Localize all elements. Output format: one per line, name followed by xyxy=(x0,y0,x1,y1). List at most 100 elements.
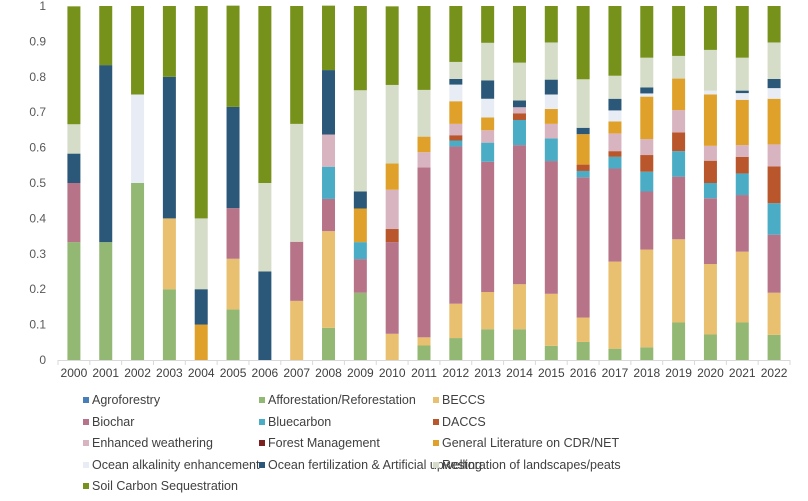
bar-segment xyxy=(353,242,367,260)
bar-segment xyxy=(322,198,336,232)
bar-segment xyxy=(672,55,686,79)
bar-segment xyxy=(162,218,176,290)
x-tick-label: 2006 xyxy=(252,366,279,380)
x-tick-label: 2004 xyxy=(188,366,215,380)
bar-segment xyxy=(512,100,526,108)
bar-segment xyxy=(194,6,208,219)
bar-segment xyxy=(512,113,526,120)
bar-segment xyxy=(481,292,495,330)
bar-segment xyxy=(385,6,399,85)
x-tick-label: 2019 xyxy=(665,366,692,380)
bar-segment xyxy=(481,98,495,118)
bar-segment xyxy=(258,6,272,183)
bar-segment xyxy=(481,117,495,131)
x-tick-label: 2000 xyxy=(61,366,88,380)
bar-segment xyxy=(194,289,208,325)
bar-segment xyxy=(576,6,590,80)
bar-segment xyxy=(67,6,81,125)
bar-segment xyxy=(544,138,558,162)
bar-segment xyxy=(226,309,240,360)
bar-segment xyxy=(544,123,558,139)
bar-segment xyxy=(735,145,749,157)
bar-segment xyxy=(544,94,558,110)
x-tick-label: 2007 xyxy=(283,366,310,380)
bar-segment xyxy=(767,203,781,235)
bar-segment xyxy=(703,334,717,360)
bar-segment xyxy=(608,151,622,157)
x-tick-label: 2016 xyxy=(570,366,597,380)
bar-segment xyxy=(703,6,717,50)
x-tick-label: 2005 xyxy=(220,366,247,380)
bar-segment xyxy=(735,6,749,58)
y-axis: 0 0.1 0.2 0.3 0.4 0.5 0.6 0.7 0.8 0.9 1 xyxy=(29,0,46,367)
bar-segment xyxy=(608,121,622,134)
bar-segment xyxy=(481,80,495,99)
y-tick-label: 1 xyxy=(39,0,46,13)
bar-segment xyxy=(544,6,558,43)
bar-segment xyxy=(608,110,622,122)
bar-segment xyxy=(640,191,654,250)
bar-segment xyxy=(449,146,463,304)
bar-segment xyxy=(99,6,113,66)
bar-segment xyxy=(417,167,431,338)
bar-segment xyxy=(290,123,304,242)
bar-segment xyxy=(672,239,686,323)
bar-segment xyxy=(544,109,558,124)
bar-segment xyxy=(767,144,781,167)
bar-segment xyxy=(449,61,463,79)
bar-segment xyxy=(512,6,526,63)
bar-segment xyxy=(512,329,526,360)
bar-segment xyxy=(449,303,463,339)
y-tick-label: 0.3 xyxy=(29,247,46,261)
bar-segment xyxy=(131,183,145,360)
bar-segment xyxy=(640,96,654,140)
bar-segment xyxy=(481,6,495,43)
bar-segment xyxy=(162,289,176,360)
bar-segment xyxy=(67,124,81,154)
bar-segment xyxy=(735,195,749,252)
bar-segment xyxy=(640,6,654,58)
bar-segment xyxy=(290,6,304,124)
bar-segment xyxy=(767,6,781,43)
bar-segment xyxy=(481,130,495,143)
bar-segment xyxy=(735,57,749,91)
bar-segment xyxy=(640,347,654,360)
bar-segment xyxy=(672,110,686,133)
bar-segment xyxy=(449,338,463,360)
bar-segment xyxy=(512,119,526,146)
bar-segment xyxy=(449,6,463,62)
bar-segment xyxy=(67,153,81,183)
bar-segment xyxy=(640,171,654,192)
x-tick-label: 2020 xyxy=(697,366,724,380)
bar-segment xyxy=(608,348,622,360)
bar-segment xyxy=(131,94,145,183)
bar-segment xyxy=(512,107,526,114)
bar-segment xyxy=(162,76,176,219)
bar-segment xyxy=(481,142,495,162)
bar-segment xyxy=(576,164,590,171)
y-tick-label: 0 xyxy=(39,353,46,367)
bar-segment xyxy=(672,6,686,56)
x-axis: 2000 2001 2002 2003 2004 2005 2006 2007 2008 2009… xyxy=(57,360,791,380)
bar-segment xyxy=(417,136,431,153)
bar-segment xyxy=(767,78,781,89)
bar-segment xyxy=(767,292,781,335)
bar-segment xyxy=(703,145,717,161)
bar-segment xyxy=(672,151,686,177)
y-tick-label: 0.8 xyxy=(29,70,46,84)
bar-segment xyxy=(576,341,590,360)
bar-segment xyxy=(767,98,781,145)
x-tick-label: 2021 xyxy=(729,366,756,380)
bar-segment xyxy=(735,251,749,323)
bar-segment xyxy=(703,183,717,199)
x-tick-label: 2010 xyxy=(379,366,406,380)
x-tick-label: 2014 xyxy=(506,366,533,380)
bar-segment xyxy=(512,62,526,101)
bar-segment xyxy=(353,292,367,360)
bar-segment xyxy=(576,177,590,318)
bar-segment xyxy=(385,242,399,334)
bar-segment xyxy=(322,5,336,71)
bar-segment xyxy=(417,6,431,90)
bar-segment xyxy=(449,101,463,124)
